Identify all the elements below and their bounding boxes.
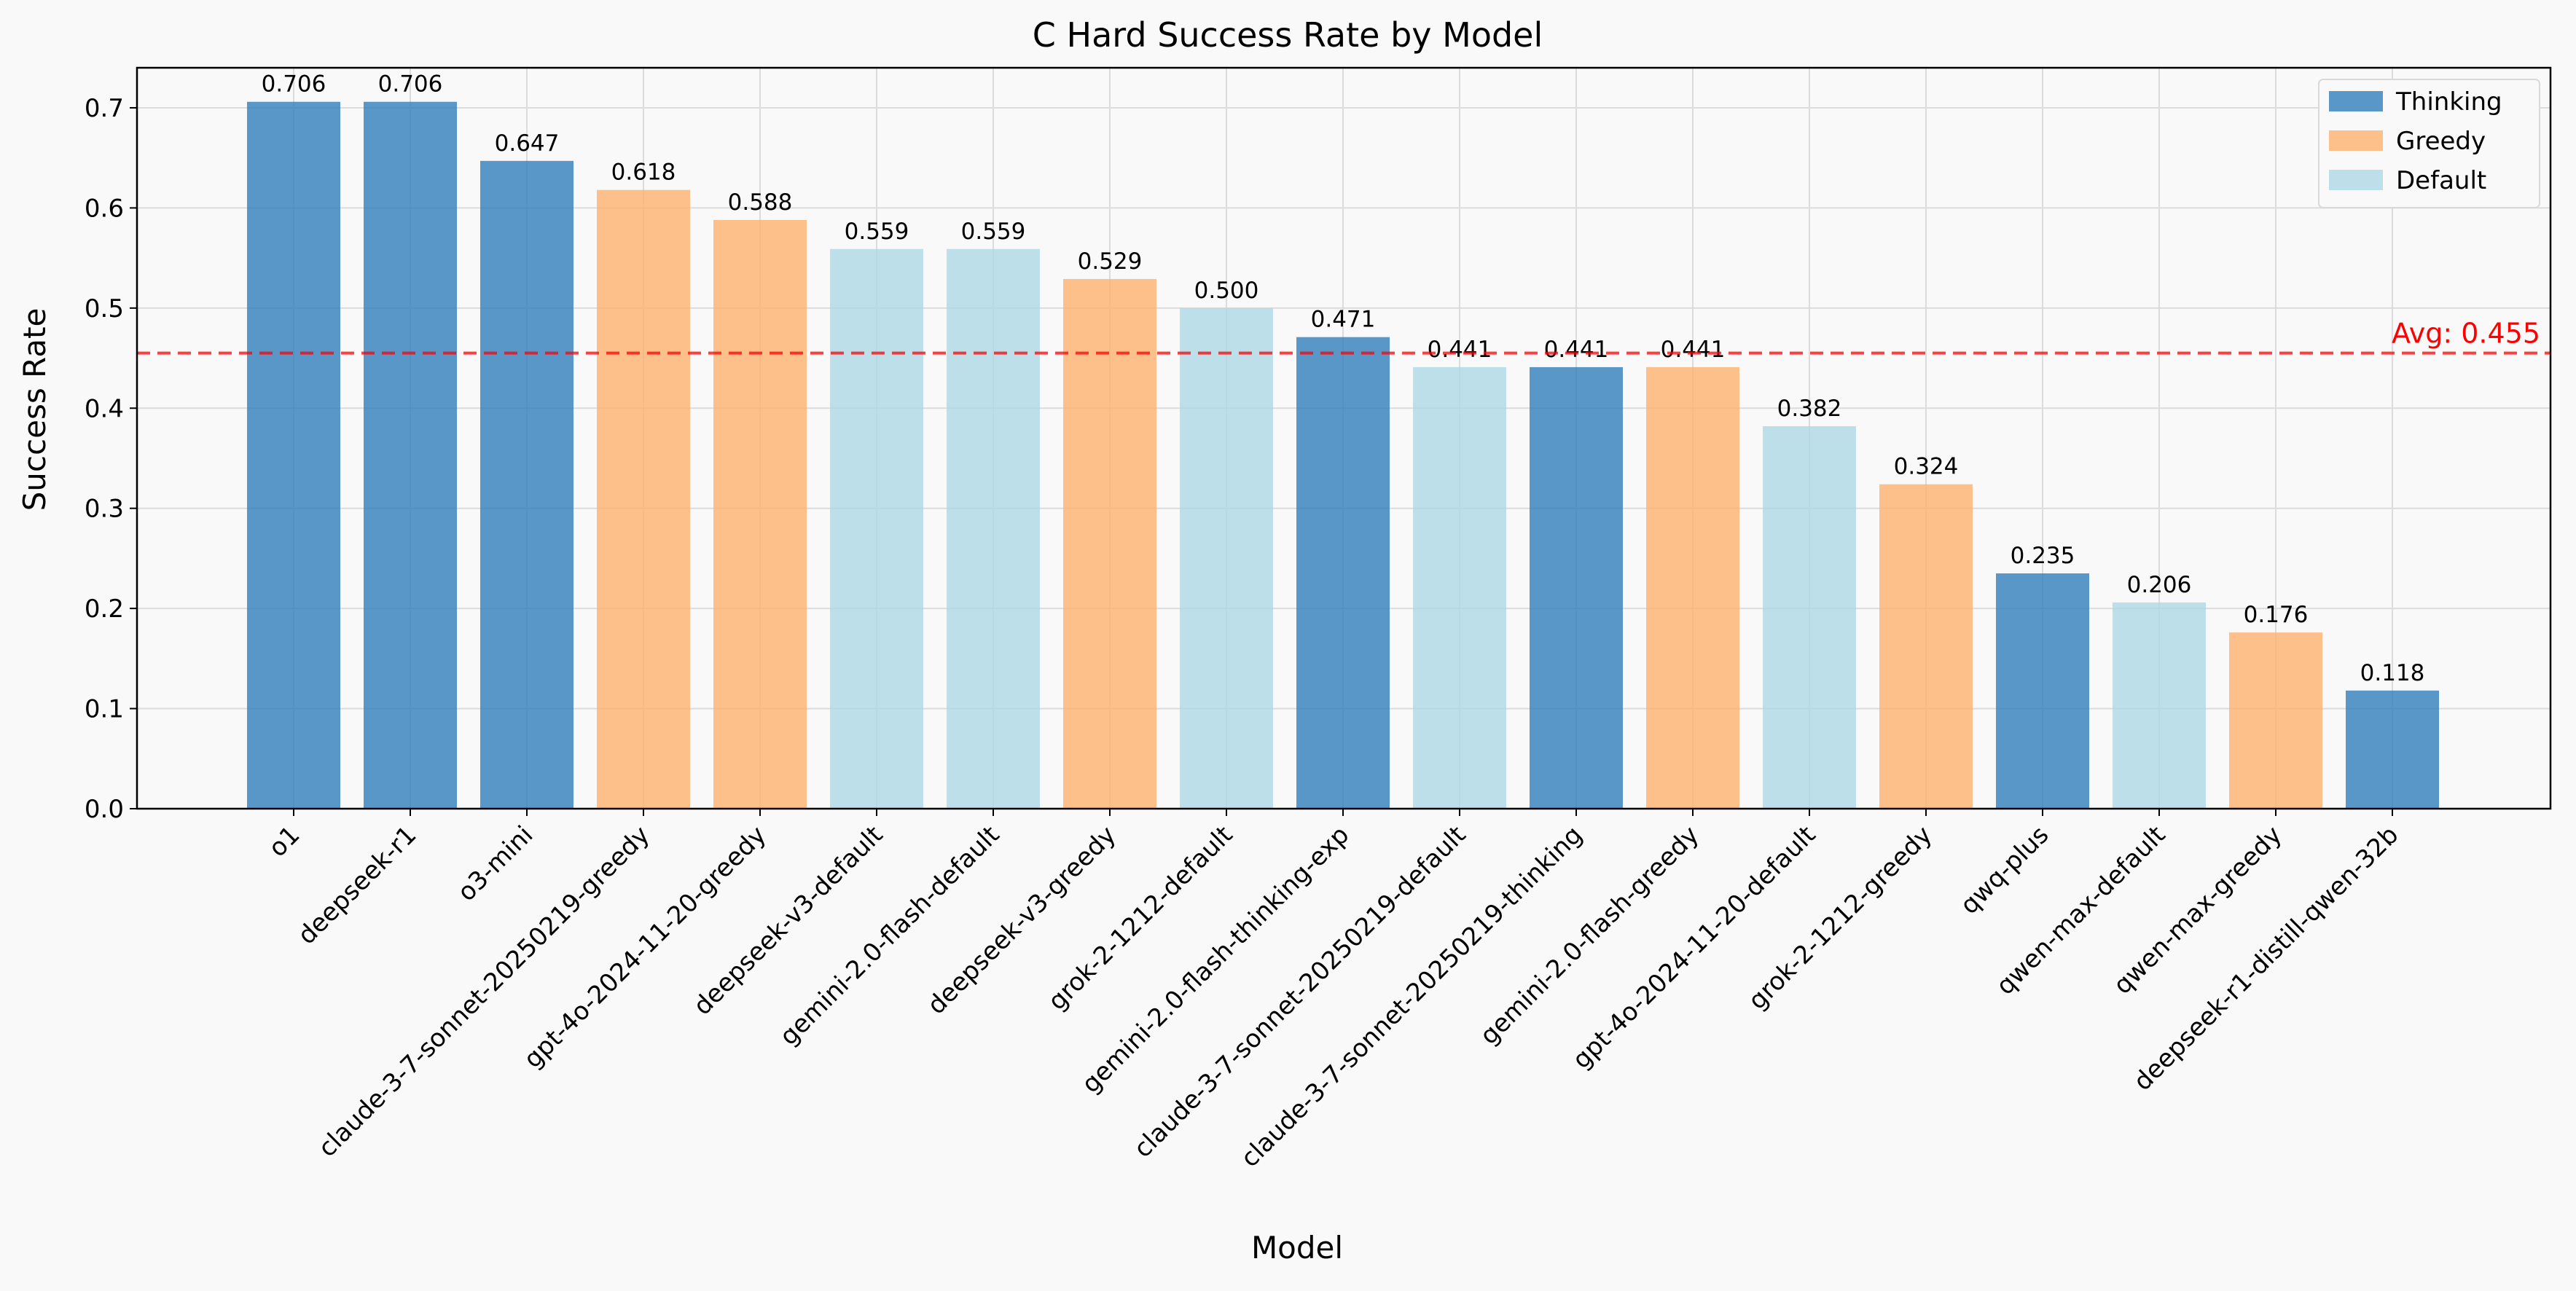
bar [1879,484,1973,809]
chart-title: C Hard Success Rate by Model [1033,15,1543,55]
y-tick-label: 0.5 [85,294,124,323]
bar [364,101,457,809]
y-axis-label: Success Rate [17,308,52,511]
bar-value-label: 0.235 [2011,543,2075,569]
x-axis-label: Model [1251,1230,1343,1266]
bar [2229,632,2322,809]
bar-value-label: 0.324 [1894,454,1959,480]
bar-value-label: 0.706 [378,71,443,98]
bar-value-label: 0.559 [845,219,909,245]
bar-value-label: 0.706 [262,71,326,98]
bar-value-label: 0.118 [2360,660,2425,686]
bar [1646,366,1739,809]
y-tick-label: 0.1 [85,695,124,724]
bar [1413,366,1506,809]
bar [1763,426,1856,809]
bar-value-label: 0.647 [495,130,560,157]
legend-swatch [2329,130,2383,151]
bar [1530,366,1623,809]
y-tick-label: 0.6 [85,194,124,223]
bar [830,248,923,809]
legend-swatch [2329,91,2383,111]
bar [713,219,807,809]
bar-value-label: 0.441 [1661,337,1726,363]
y-tick-label: 0.0 [85,795,124,824]
bar-value-label: 0.529 [1078,248,1143,275]
bar [597,189,690,809]
bar [2346,690,2439,809]
legend-label: Greedy [2396,127,2486,156]
legend-label: Default [2396,166,2486,195]
plot-frame [136,66,2552,810]
y-tick-label: 0.7 [85,94,124,123]
bar-value-label: 0.441 [1428,337,1492,363]
y-tick-label: 0.4 [85,394,124,423]
bar [947,248,1040,809]
y-tick-label: 0.3 [85,495,124,524]
legend-swatch [2329,170,2383,190]
y-tick-label: 0.2 [85,595,124,624]
bar [1180,307,1273,809]
bar [480,160,573,809]
bar-value-label: 0.559 [961,219,1026,245]
bar [247,101,340,809]
bar [1296,337,1390,809]
bar [1063,278,1156,809]
bar-value-label: 0.471 [1311,307,1376,333]
bar [1996,573,2089,809]
bar-value-label: 0.588 [728,189,793,216]
bar-value-label: 0.500 [1194,278,1259,304]
bar-value-label: 0.618 [611,160,676,186]
bar-value-label: 0.441 [1544,337,1609,363]
bar-value-label: 0.382 [1777,396,1842,422]
bar-value-label: 0.206 [2127,572,2192,598]
bar [2113,602,2206,809]
average-label: Avg: 0.455 [2392,318,2540,350]
bar-value-label: 0.176 [2244,602,2309,628]
legend-label: Thinking [2395,87,2502,117]
